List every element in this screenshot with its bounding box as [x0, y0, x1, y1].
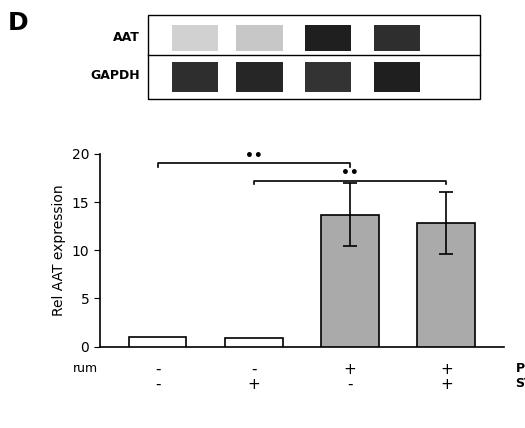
Text: +: +: [344, 362, 356, 377]
FancyBboxPatch shape: [374, 62, 420, 92]
Text: ••: ••: [245, 149, 262, 163]
Text: D: D: [8, 11, 28, 35]
Text: -: -: [155, 362, 160, 377]
FancyBboxPatch shape: [172, 25, 218, 51]
Bar: [417, 223, 475, 347]
FancyBboxPatch shape: [374, 25, 420, 51]
FancyBboxPatch shape: [172, 62, 218, 92]
Text: STS: STS: [516, 377, 525, 389]
Text: GAPDH: GAPDH: [90, 69, 140, 83]
Text: +: +: [247, 377, 260, 392]
Text: +: +: [440, 377, 453, 392]
Text: AAT: AAT: [113, 31, 140, 44]
Text: +: +: [440, 362, 453, 377]
Text: -: -: [347, 377, 353, 392]
Bar: [321, 214, 379, 347]
FancyBboxPatch shape: [148, 15, 480, 99]
Text: ••: ••: [341, 166, 359, 180]
Text: -: -: [251, 362, 257, 377]
Text: Patient serum: Patient serum: [516, 362, 525, 375]
Bar: [225, 339, 282, 347]
FancyBboxPatch shape: [305, 62, 351, 92]
FancyBboxPatch shape: [236, 62, 282, 92]
Bar: [129, 337, 186, 347]
Text: rum: rum: [72, 362, 98, 375]
Text: -: -: [155, 377, 160, 392]
FancyBboxPatch shape: [305, 25, 351, 51]
Y-axis label: Rel AAT expression: Rel AAT expression: [52, 184, 66, 316]
FancyBboxPatch shape: [236, 25, 282, 51]
